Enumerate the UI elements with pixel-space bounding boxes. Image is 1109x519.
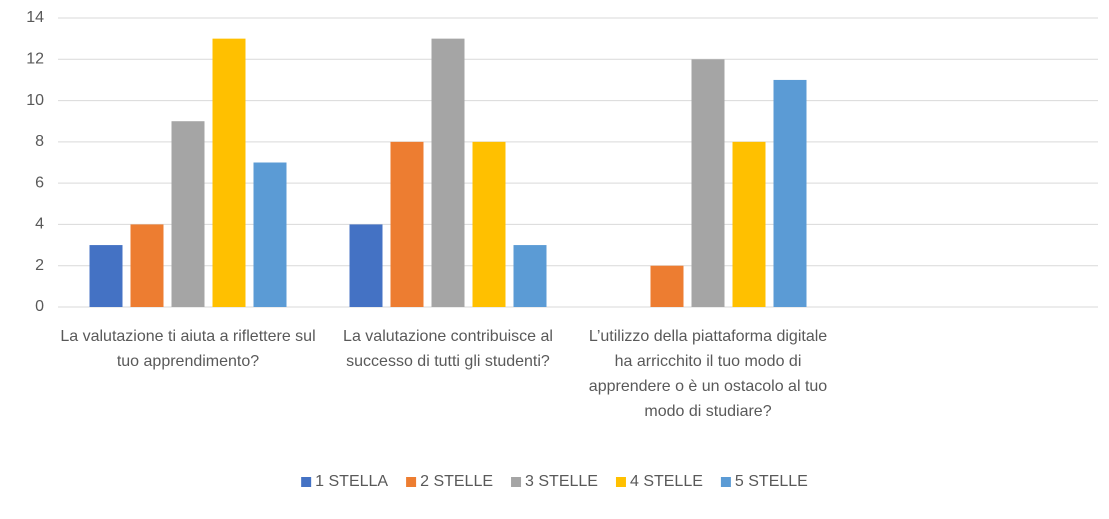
bar	[212, 38, 246, 308]
legend-label: 2 STELLE	[420, 473, 493, 490]
bar	[253, 162, 287, 307]
x-tick-label: L’utilizzo della piattaforma digitale ha…	[588, 328, 828, 420]
y-tick-label: 6	[35, 174, 44, 191]
bar	[130, 224, 164, 307]
bar	[513, 245, 547, 307]
bar	[650, 265, 684, 307]
legend-swatch	[406, 477, 417, 487]
y-tick-label: 0	[35, 298, 44, 315]
x-tick-label: La valutazione contribuisce al successo …	[343, 328, 553, 370]
legend-label: 3 STELLE	[525, 473, 598, 490]
bar	[431, 38, 465, 308]
y-tick-label: 4	[35, 216, 44, 233]
bar	[171, 121, 205, 307]
bar	[773, 79, 807, 307]
bar	[390, 141, 424, 307]
bar	[732, 141, 766, 307]
bar	[349, 224, 383, 307]
legend-swatch	[615, 477, 626, 487]
y-tick-label: 14	[26, 9, 44, 26]
y-tick-label: 2	[35, 257, 44, 274]
legend-swatch	[301, 477, 312, 487]
y-tick-label: 8	[35, 133, 44, 150]
legend-label: 1 STELLA	[315, 473, 388, 490]
legend-swatch	[720, 477, 731, 487]
bar	[472, 141, 506, 307]
legend-label: 5 STELLE	[735, 473, 808, 490]
legend-label: 4 STELLE	[630, 473, 703, 490]
y-tick-label: 12	[26, 51, 44, 68]
x-tick-label: La valutazione ti aiuta a riflettere sul…	[60, 328, 316, 370]
y-tick-label: 10	[26, 92, 44, 109]
bar	[691, 59, 725, 308]
legend-swatch	[511, 477, 522, 487]
bar	[89, 245, 123, 307]
